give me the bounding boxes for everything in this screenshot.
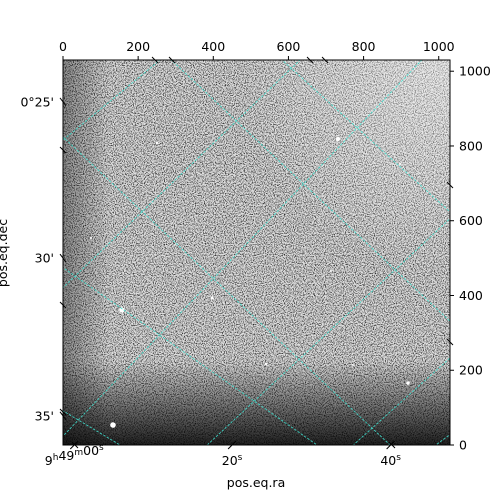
dec-tick	[59, 253, 67, 263]
world-ticks: 9h49m00s 20s 40s 0°25' 30' 35'	[20, 56, 454, 468]
star	[336, 137, 340, 141]
star	[399, 163, 401, 165]
star	[110, 422, 116, 428]
x-axis-label: pos.eq.ra	[227, 475, 285, 490]
ra-tick-label: 20s	[222, 453, 243, 468]
ra-tick	[386, 440, 395, 450]
grid-line	[63, 60, 301, 289]
x-pixel-tick-label: 800	[352, 39, 376, 54]
dec-tick	[59, 411, 67, 421]
ra-tick	[227, 440, 237, 450]
y-pixel-tick-label: 800	[459, 138, 483, 153]
wcs-grid	[63, 60, 450, 445]
y-axis-label: pos.eq.dec	[0, 219, 10, 287]
y-pixel-tick-label: 600	[459, 213, 483, 228]
sky-image	[63, 60, 450, 445]
grid-line	[170, 60, 450, 322]
star	[210, 296, 214, 300]
grid-edge-tick	[151, 56, 159, 64]
y-pixel-tick-label: 200	[459, 363, 483, 378]
dec-tick	[59, 97, 67, 107]
grid-edge-tick	[306, 56, 314, 64]
grid-line	[63, 136, 391, 445]
grid-edge-tick	[71, 441, 79, 449]
plot-frame	[62, 59, 451, 446]
star-field	[90, 137, 410, 428]
star	[90, 237, 92, 239]
grid-edge-tick	[446, 338, 454, 346]
star	[155, 141, 159, 145]
grid-edge-tick	[168, 56, 176, 64]
grid-edge-tick	[59, 146, 67, 154]
grid-line	[63, 410, 121, 445]
star	[352, 364, 354, 366]
dec-tick-label: 35'	[35, 408, 54, 423]
ra-tick-label: 40s	[380, 453, 401, 468]
x-pixel-tick-label: 600	[277, 39, 301, 54]
star	[330, 270, 332, 272]
x-pixel-tick-label: 200	[126, 39, 150, 54]
dec-tick-label: 30'	[35, 251, 54, 266]
y-pixel-tick-label: 400	[459, 288, 483, 303]
grid-line	[63, 60, 423, 437]
star	[406, 381, 410, 385]
x-pixel-tick-label: 1000	[423, 39, 455, 54]
x-pixel-tick-label: 0	[59, 39, 67, 54]
grid-edge-tick	[388, 441, 396, 449]
y-pixel-tick-label: 0	[459, 438, 467, 453]
star	[264, 362, 268, 366]
star	[119, 307, 125, 313]
grid-line	[206, 218, 450, 445]
ra-tick	[69, 440, 79, 450]
grid-edge-tick	[446, 181, 454, 189]
grid-line	[281, 60, 450, 213]
grid-line	[63, 267, 318, 445]
grid-line	[352, 357, 450, 445]
grid-edge-tick	[59, 301, 67, 309]
grid-line	[63, 60, 161, 141]
y-pixel-tick-label: 1000	[459, 64, 491, 79]
dec-tick-label: 0°25'	[20, 94, 54, 109]
pixel-ticks: 0 200 400 600 800 1000 0 200 400 600 800 1000	[59, 39, 491, 453]
grid-edge-tick	[59, 408, 67, 416]
ra-tick-label: 9h49m00s	[45, 443, 104, 468]
grid-edge-tick	[321, 56, 329, 64]
x-pixel-tick-label: 400	[201, 39, 225, 54]
